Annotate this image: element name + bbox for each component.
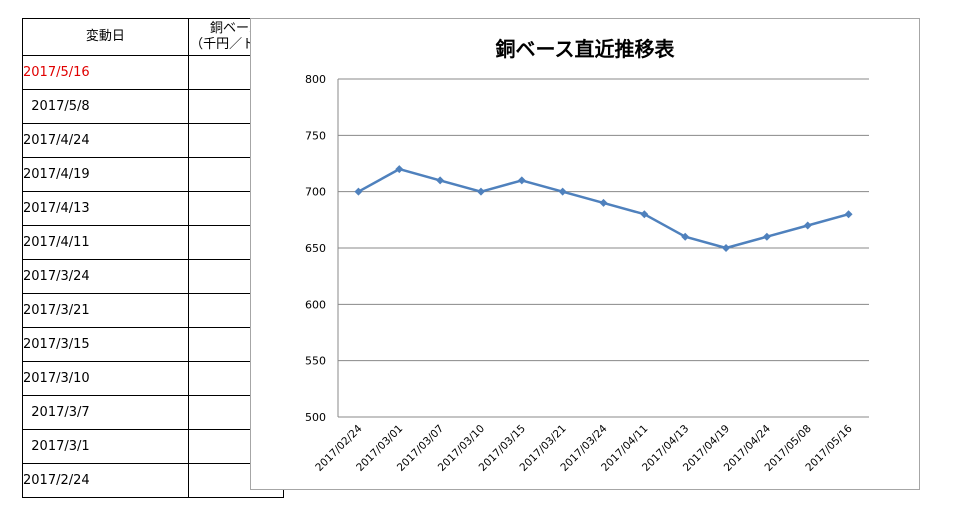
row-date: 2017/4/19 xyxy=(22,157,189,192)
row-date: 2017/3/15 xyxy=(22,327,189,362)
data-point xyxy=(599,198,608,207)
row-date: 2017/4/13 xyxy=(22,191,189,226)
y-tick-label: 650 xyxy=(305,242,326,255)
row-date: 2017/3/7 xyxy=(22,395,189,430)
data-point xyxy=(395,165,404,174)
row-date: 2017/2/24 xyxy=(22,463,189,498)
table-row: 2017/3/7710 xyxy=(22,395,284,430)
copper-base-table: 変動日 銅ベース （千円／トン） 2017/5/166802017/5/8670… xyxy=(22,18,284,498)
table-row: 2017/4/24660 xyxy=(22,123,284,158)
row-date: 2017/5/16 xyxy=(22,55,189,90)
data-point xyxy=(354,187,363,196)
header-price-line1: 銅ベース xyxy=(209,21,262,36)
row-date: 2017/4/11 xyxy=(22,225,189,260)
table-row: 2017/4/19650 xyxy=(22,157,284,192)
data-point xyxy=(762,232,771,241)
table-row: 2017/3/1720 xyxy=(22,429,284,464)
data-point xyxy=(476,187,485,196)
y-tick-label: 550 xyxy=(305,355,326,368)
chart-title: 銅ベース直近推移表 xyxy=(495,37,675,61)
data-point xyxy=(436,176,445,185)
table-row: 2017/3/24690 xyxy=(22,259,284,294)
y-tick-label: 600 xyxy=(305,298,326,311)
table-header-row: 変動日 銅ベース （千円／トン） xyxy=(22,18,284,56)
y-tick-label: 500 xyxy=(305,411,326,424)
series-line xyxy=(357,167,849,250)
table-row: 2017/4/13660 xyxy=(22,191,284,226)
data-point xyxy=(803,221,812,230)
table-row: 2017/2/24700 xyxy=(22,463,284,498)
data-point xyxy=(517,176,526,185)
data-point xyxy=(640,210,649,219)
row-date: 2017/3/1 xyxy=(22,429,189,464)
line-chart: 5005506006507007508002017/02/242017/03/0… xyxy=(305,73,869,474)
table-row: 2017/3/10700 xyxy=(22,361,284,396)
row-date: 2017/4/24 xyxy=(22,123,189,158)
y-tick-label: 800 xyxy=(305,73,326,86)
header-date: 変動日 xyxy=(22,18,189,56)
table-row: 2017/3/15710 xyxy=(22,327,284,362)
row-date: 2017/5/8 xyxy=(22,89,189,124)
row-date: 2017/3/21 xyxy=(22,293,189,328)
data-point xyxy=(681,232,690,241)
table-row: 2017/4/11680 xyxy=(22,225,284,260)
y-tick-label: 750 xyxy=(305,129,326,142)
data-point xyxy=(844,210,853,219)
chart-frame: 銅ベース直近推移表 500 550 600 650 700 750 800 2017/02/2… xyxy=(250,18,920,490)
table-row: 2017/3/21700 xyxy=(22,293,284,328)
data-point xyxy=(558,187,567,196)
table-row: 2017/5/8670 xyxy=(22,89,284,124)
y-tick-label: 700 xyxy=(305,186,326,199)
table-row: 2017/5/16680 xyxy=(22,55,284,90)
row-date: 2017/3/24 xyxy=(22,259,189,294)
row-date: 2017/3/10 xyxy=(22,361,189,396)
data-point xyxy=(722,244,731,252)
